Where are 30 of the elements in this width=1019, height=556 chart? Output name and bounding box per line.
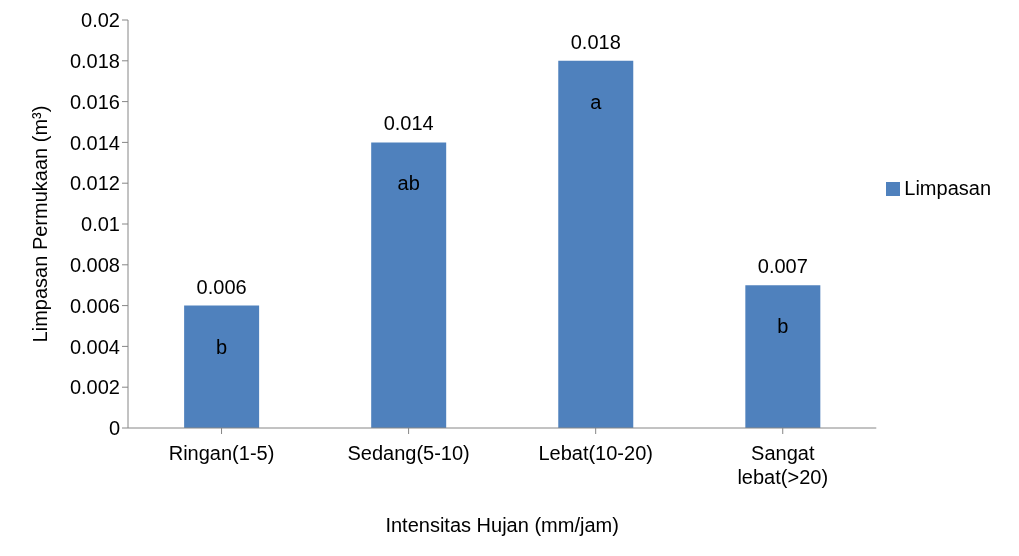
y-tick-label: 0.018 <box>69 49 120 72</box>
y-tick-label: 0.01 <box>81 213 120 236</box>
x-tick-label: Sangat lebat(>20) <box>737 442 829 488</box>
annotation: b <box>777 315 789 338</box>
data-label: 0.014 <box>383 112 434 135</box>
y-tick-label: 0.014 <box>69 131 120 154</box>
bar <box>558 60 634 428</box>
x-tick-label: Sedang(5-10) <box>347 442 470 464</box>
y-tick-label: 0.004 <box>69 335 120 358</box>
y-tick-label: 0.02 <box>81 9 120 32</box>
y-tick-label: 0.002 <box>69 376 120 399</box>
annotation: a <box>590 90 603 113</box>
data-label: 0.018 <box>570 30 621 53</box>
y-tick-label: 0.012 <box>69 172 120 195</box>
y-tick-label: 0 <box>108 417 120 440</box>
x-axis-title: Intensitas Hujan (mm/jam) <box>385 514 619 537</box>
data-label: 0.006 <box>196 275 247 298</box>
y-tick-label: 0.016 <box>69 90 120 113</box>
legend-label: Limpasan <box>904 176 991 199</box>
bar <box>371 142 447 428</box>
y-tick-label: 0.006 <box>69 294 120 317</box>
y-tick-label: 0.008 <box>69 253 120 276</box>
x-tick-label: Lebat(10-20) <box>538 442 653 464</box>
x-tick-label: Ringan(1-5) <box>168 442 275 464</box>
annotation: b <box>216 335 228 358</box>
bar <box>184 305 260 428</box>
data-label: 0.007 <box>757 255 808 278</box>
annotation: ab <box>397 172 420 195</box>
bar <box>745 285 821 428</box>
y-axis-title: Limpasan Permukaan (m³) <box>29 105 52 343</box>
